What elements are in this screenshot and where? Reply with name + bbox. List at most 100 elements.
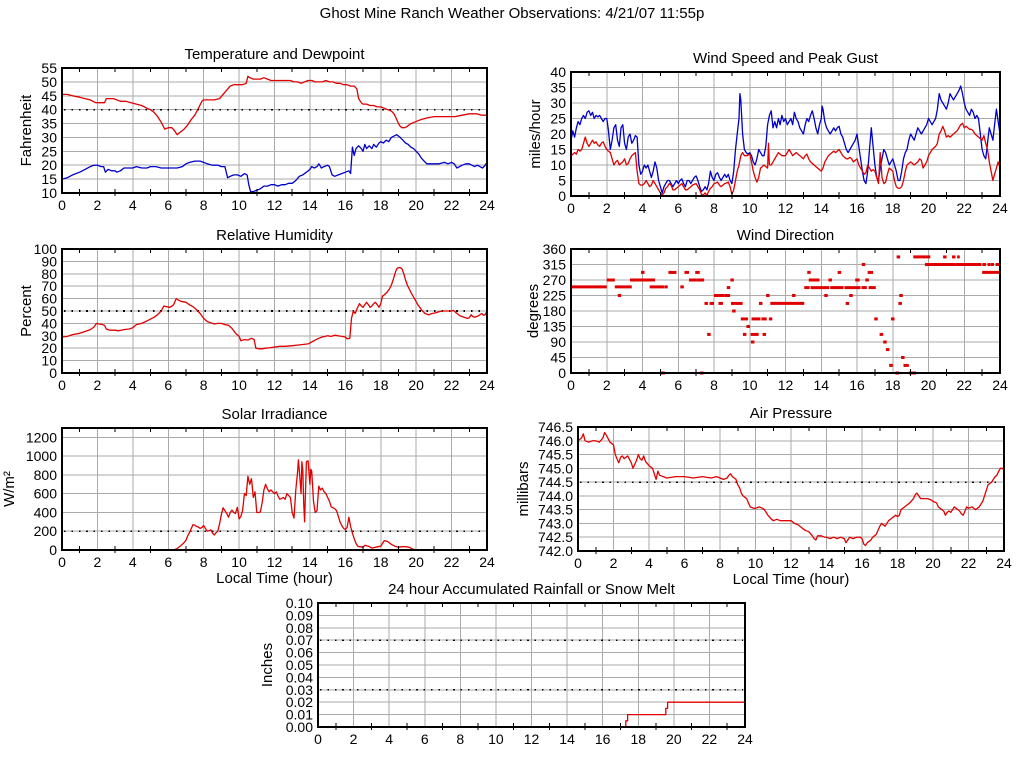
y-tick-label: 5 [558,173,566,189]
x-tick-label: 4 [129,377,137,393]
x-tick-label: 14 [813,377,829,393]
wind-direction-mark [730,278,734,282]
x-tick-label: 2 [603,200,611,216]
wind-direction-mark [879,332,884,336]
x-tick-label: 16 [338,377,354,393]
y-tick-label: 70 [41,278,57,294]
wind-direction-mark [849,294,853,297]
wind-direction-mark [680,285,684,289]
rainfall-chart: 0.000.010.020.030.040.050.060.070.080.09… [259,581,753,747]
accumulated-rainfall-line [318,701,745,728]
x-tick-label: 2 [94,554,102,570]
dewpoint-line [61,134,488,193]
y-tick-label: 35 [41,116,57,132]
y-tick-label: 50 [41,303,57,319]
x-tick-label: 4 [129,554,137,570]
wind-direction-mark [885,348,890,352]
x-tick-label: 20 [408,377,424,393]
y-axis-label: W/m² [1,471,18,507]
x-tick-label: 24 [479,377,495,393]
y-axis-label: degrees [525,284,542,338]
y-tick-label: 10 [550,157,566,173]
y-tick-label: 745.5 [538,447,573,463]
y-tick-label: 45 [550,350,566,366]
wind-direction-mark [750,340,755,344]
y-tick-label: 40 [41,315,57,331]
chart-title: 24 hour Accumulated Rainfall or Snow Mel… [388,581,676,598]
x-tick-label: 8 [456,731,464,747]
y-tick-label: 0.07 [286,632,313,648]
x-tick-label: 12 [267,377,283,393]
x-tick-label: 12 [267,554,283,570]
y-tick-label: 746.5 [538,419,573,435]
y-tick-label: 40 [550,64,566,80]
x-tick-label: 0 [58,377,66,393]
x-tick-label: 4 [385,731,393,747]
wind-direction-mark [664,285,668,289]
y-tick-label: 50 [41,74,57,90]
y-axis-label: Fahrenheit [18,94,35,167]
x-tick-label: 14 [302,554,318,570]
chart-title: Air Pressure [750,405,833,422]
air-pressure-line [577,431,1005,547]
x-tick-label: 24 [479,197,495,213]
wind-speed-line [570,122,1001,197]
wind-direction-mark [726,286,731,290]
x-tick-label: 14 [819,555,835,571]
y-axis-label: Percent [18,284,35,337]
solar-irradiance-line [62,459,487,551]
wind-direction-mark [845,301,850,305]
y-tick-label: 1200 [26,429,57,445]
x-tick-label: 16 [338,554,354,570]
y-tick-label: 40 [41,102,57,118]
wind-direction-mark [982,263,986,266]
x-tick-label: 2 [603,377,611,393]
x-tick-label: 6 [421,731,429,747]
y-tick-label: 25 [550,111,566,127]
x-tick-label: 22 [444,554,460,570]
x-tick-label: 4 [639,377,647,393]
wind-direction-mark [732,309,736,313]
y-tick-label: 10 [41,185,57,201]
x-tick-label: 8 [200,554,208,570]
wind-direction-mark [901,356,905,359]
x-tick-label: 0 [314,731,322,747]
peak-gust-line [570,85,1001,194]
y-tick-label: 1000 [26,448,57,464]
y-tick-label: 315 [543,257,567,273]
y-tick-label: 744.5 [538,474,573,490]
x-tick-label: 18 [373,377,389,393]
y-tick-label: 0.06 [286,645,313,661]
y-tick-label: 100 [34,241,58,257]
x-axis-label: Local Time (hour) [733,571,850,588]
wind-direction-mark [617,294,622,297]
x-tick-label: 4 [639,200,647,216]
wind-direction-mark [707,332,711,336]
y-tick-label: 45 [41,88,57,104]
y-axis-label: miles/hour [527,99,544,168]
x-tick-label: 0 [567,377,575,393]
x-tick-label: 2 [610,555,618,571]
wind-direction-mark [861,263,866,266]
y-tick-label: 10 [41,353,57,369]
x-tick-label: 18 [885,200,901,216]
x-tick-label: 18 [373,197,389,213]
x-tick-label: 2 [94,377,102,393]
y-tick-label: 15 [41,171,57,187]
wind-direction-mark [762,332,767,336]
x-tick-label: 24 [737,731,753,747]
wind-direction-mark [865,278,869,282]
y-tick-label: 55 [41,60,57,76]
x-tick-label: 0 [58,197,66,213]
x-tick-label: 18 [373,554,389,570]
x-tick-label: 24 [996,555,1012,571]
chart-title: Solar Irradiance [222,406,328,423]
y-tick-label: 800 [34,467,58,483]
x-tick-label: 6 [164,197,172,213]
x-tick-label: 12 [524,731,540,747]
x-tick-label: 10 [742,377,758,393]
y-tick-label: 0 [558,188,566,204]
x-tick-label: 16 [595,731,611,747]
